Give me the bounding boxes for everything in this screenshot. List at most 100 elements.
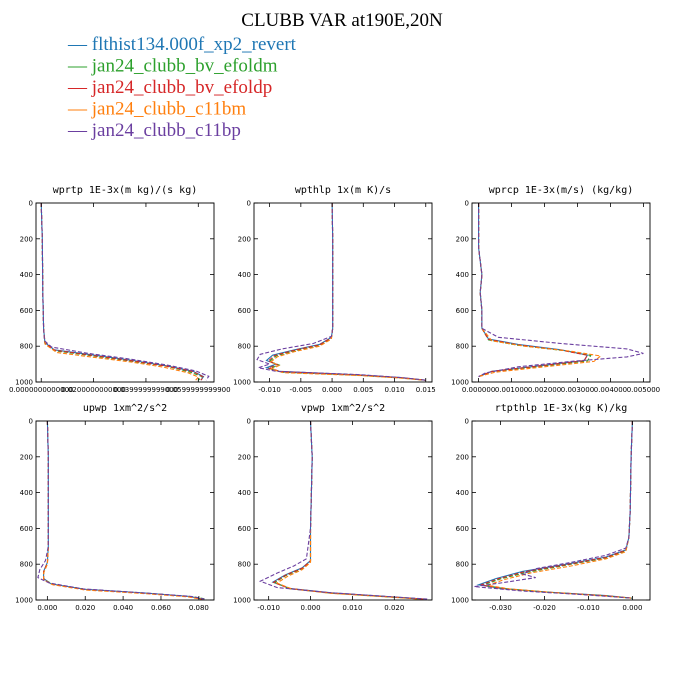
y-tick-label: 400: [20, 489, 33, 497]
panel-4: upwp 1xm^2/s^2 0 200 400 600 800 1000 0.000 0.02…: [15, 403, 215, 612]
legend-marker: —: [67, 77, 92, 98]
x-tick-label: 0.000: [301, 604, 321, 612]
y-tick-label: 800: [456, 561, 469, 569]
y-tick-label: 200: [20, 453, 33, 461]
x-tick-label: 0.060: [151, 604, 171, 612]
series-line-4: [275, 421, 420, 600]
legend-entry: — jan24_clubb_c11bp: [67, 120, 241, 141]
series-line-5: [37, 421, 205, 600]
x-tick-label: 0.001000: [495, 386, 528, 394]
y-tick-label: 0: [465, 200, 469, 208]
x-tick-label: 0.000: [37, 604, 57, 612]
legend-entry: — flthist134.000f_xp2_revert: [67, 34, 297, 55]
legend-marker: —: [67, 99, 92, 120]
y-tick-label: 1000: [15, 379, 33, 387]
series-line-4: [478, 203, 602, 378]
x-tick-label: 0.0000000000000: [9, 386, 74, 394]
series-line-3: [43, 421, 203, 600]
legend-entry: — jan24_clubb_bv_efoldp: [67, 77, 272, 98]
series-line-1: [264, 203, 426, 381]
panel-6: rtpthlp 1E-3x(kg K)/kg 0 200 400 600 800 1000 -…: [451, 403, 651, 612]
x-tick-label: 0.020: [75, 604, 95, 612]
legend: — flthist134.000f_xp2_revert— jan24_club…: [67, 34, 297, 141]
y-tick-label: 800: [238, 343, 251, 351]
panel-title: upwp 1xm^2/s^2: [83, 403, 167, 414]
panel-3: wprcp 1E-3x(m/s) (kg/kg) 0 200 400 600 800 100…: [451, 185, 660, 394]
series-line-5: [258, 421, 428, 600]
x-tick-label: -0.010: [577, 604, 600, 612]
panel-1: wprtp 1E-3x(m kg)/(s kg) 0 200 400 600 800 100…: [9, 185, 231, 394]
y-tick-label: 600: [238, 307, 251, 315]
y-tick-label: 800: [238, 561, 251, 569]
y-tick-label: 1000: [233, 379, 251, 387]
y-tick-label: 800: [20, 343, 33, 351]
plot-frame: [471, 202, 651, 383]
series-line-2: [43, 421, 207, 600]
y-tick-label: 400: [456, 489, 469, 497]
y-tick-label: 0: [247, 200, 251, 208]
series-line-4: [487, 421, 633, 599]
x-tick-label: 0.002000: [528, 386, 561, 394]
plot-frame: [35, 420, 215, 601]
legend-label: jan24_clubb_bv_efoldm: [91, 56, 278, 77]
series-line-5: [256, 203, 426, 381]
y-tick-label: 1000: [451, 379, 469, 387]
x-tick-label: -0.005: [290, 386, 313, 394]
series-line-4: [40, 203, 200, 381]
legend-entry: — jan24_clubb_bv_efoldm: [67, 56, 278, 77]
plot-frame: [253, 420, 433, 601]
y-tick-label: 600: [456, 307, 469, 315]
x-tick-label: 0.010: [385, 386, 405, 394]
y-tick-label: 600: [20, 525, 33, 533]
plot-frame: [471, 420, 651, 601]
y-tick-label: 0: [247, 418, 251, 426]
series-group: [40, 203, 210, 381]
series-line-5: [474, 421, 633, 599]
panel-title: wprtp 1E-3x(m kg)/(s kg): [53, 185, 198, 196]
y-tick-label: 400: [456, 271, 469, 279]
y-tick-label: 800: [456, 343, 469, 351]
y-tick-label: 200: [238, 453, 251, 461]
plot-frame: [35, 202, 215, 383]
y-tick-label: 200: [456, 453, 469, 461]
x-tick-label: 0.0200000000000: [61, 386, 126, 394]
x-tick-label: 0.015: [416, 386, 436, 394]
panel-title: rtpthlp 1E-3x(kg K)/kg: [495, 403, 627, 414]
legend-entry: — jan24_clubb_c11bm: [67, 99, 246, 120]
series-line-2: [482, 421, 633, 599]
x-tick-label: -0.030: [489, 604, 512, 612]
y-tick-label: 1000: [15, 597, 33, 605]
y-tick-label: 400: [20, 271, 33, 279]
series-group: [474, 421, 633, 599]
series-group: [37, 421, 207, 600]
x-tick-label: 0.0399999999000: [114, 386, 179, 394]
series-line-3: [266, 203, 426, 381]
y-tick-label: 1000: [451, 597, 469, 605]
series-line-3: [480, 421, 633, 599]
y-tick-label: 400: [238, 271, 251, 279]
x-tick-label: 0.020: [384, 604, 404, 612]
y-tick-label: 200: [456, 235, 469, 243]
series-line-1: [476, 421, 633, 599]
x-tick-label: 0.040: [113, 604, 133, 612]
series-group: [478, 203, 644, 378]
y-tick-label: 800: [20, 561, 33, 569]
y-tick-label: 400: [238, 489, 251, 497]
y-tick-label: 0: [29, 200, 33, 208]
x-tick-label: -0.010: [258, 386, 281, 394]
legend-marker: —: [67, 120, 92, 141]
x-tick-label: 0.0599999999900: [166, 386, 231, 394]
x-tick-label: 0.000: [622, 604, 642, 612]
series-line-2: [478, 203, 592, 378]
series-line-1: [43, 421, 203, 600]
y-tick-label: 600: [20, 307, 33, 315]
series-line-4: [269, 203, 426, 381]
y-tick-label: 0: [465, 418, 469, 426]
legend-label: jan24_clubb_c11bp: [91, 120, 241, 141]
panel-title: wpthlp 1x(m K)/s: [295, 185, 391, 196]
x-tick-label: 0.003000: [561, 386, 594, 394]
y-tick-label: 600: [456, 525, 469, 533]
x-tick-label: -0.010: [257, 604, 280, 612]
legend-label: jan24_clubb_c11bm: [91, 99, 247, 120]
